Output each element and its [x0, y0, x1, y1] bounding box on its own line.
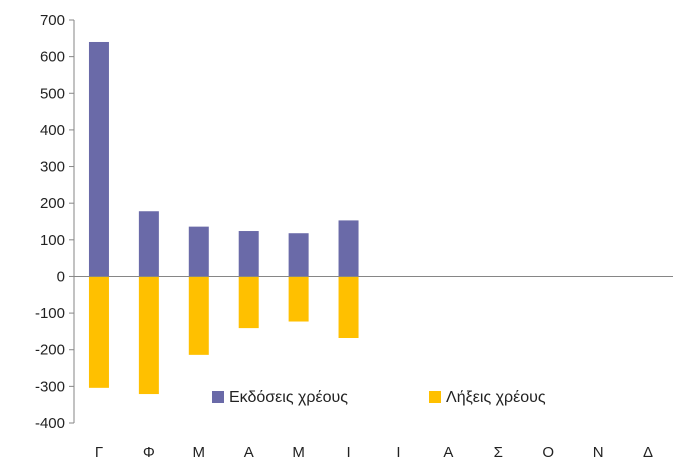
x-tick-label: Δ — [643, 444, 653, 459]
bar-maturity — [188, 276, 209, 355]
legend-label-issuance: Εκδόσεις χρέους — [229, 389, 348, 406]
y-tick-label: 300 — [40, 159, 65, 176]
bar-issuance — [338, 220, 359, 277]
legend: Εκδόσεις χρέους Λήξεις χρέους — [212, 389, 546, 406]
y-tick-label: 0 — [57, 268, 65, 285]
x-tick-label: Σ — [494, 444, 503, 459]
x-tick-label: Ι — [346, 444, 350, 459]
x-tick-label: Μ — [193, 444, 206, 459]
y-tick-label: 700 — [40, 12, 65, 29]
bar-maturity — [138, 276, 159, 395]
x-tick-label: Ν — [593, 444, 604, 459]
y-tick-label: -400 — [35, 415, 65, 432]
y-tick-label: 400 — [40, 122, 65, 139]
x-tick-label: Ι — [396, 444, 400, 459]
y-tick-label: 200 — [40, 195, 65, 212]
y-tick-label: -300 — [35, 378, 65, 395]
bars-group — [88, 41, 359, 395]
bar-issuance — [88, 41, 109, 277]
bar-maturity — [288, 276, 309, 322]
bar-maturity — [88, 276, 109, 388]
legend-label-maturity: Λήξεις χρέους — [446, 389, 546, 406]
x-tick-label: Α — [244, 444, 254, 459]
x-tick-label: Α — [443, 444, 453, 459]
y-tick-label: 600 — [40, 49, 65, 66]
bar-issuance — [188, 226, 209, 277]
bar-issuance — [238, 231, 259, 277]
bar-maturity — [238, 276, 259, 329]
legend-swatch-maturity — [429, 391, 441, 403]
y-tick-label: -100 — [35, 305, 65, 322]
x-tick-label: Γ — [95, 444, 103, 459]
x-tick-label: Μ — [292, 444, 305, 459]
bar-issuance — [288, 233, 309, 277]
y-tick-label: -200 — [35, 342, 65, 359]
legend-swatch-issuance — [212, 391, 224, 403]
x-tick-label: Φ — [143, 444, 155, 459]
y-tick-label: 100 — [40, 232, 65, 249]
y-tick-label: 500 — [40, 85, 65, 102]
bar-issuance — [138, 211, 159, 277]
x-tick-label: Ο — [542, 444, 554, 459]
y-ticks-group: 700 600 500 400 300 200 100 0 -100 -200 -300 -400 — [35, 12, 74, 432]
bar-maturity — [338, 276, 359, 339]
